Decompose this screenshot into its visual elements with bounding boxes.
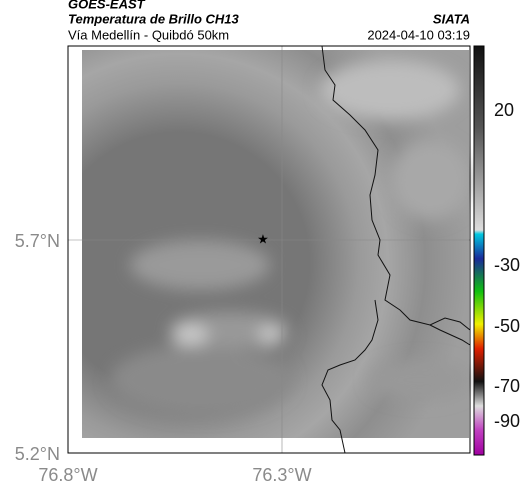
satellite-image — [82, 50, 470, 438]
region: Vía Medellín - Quibdó 50km — [68, 27, 229, 42]
border — [429, 324, 471, 346]
timestamp: 2024-04-10 03:19 — [367, 27, 470, 42]
lon-label: 76.8°W — [38, 465, 97, 485]
location-marker: ★ — [257, 231, 269, 246]
source: GOES-EAST — [68, 0, 146, 11]
border — [321, 45, 471, 331]
colorbar-tick-label: -70 — [494, 376, 520, 396]
colorbar-tick-label: 20 — [494, 100, 514, 120]
agency: SIATA — [433, 11, 470, 26]
lat-label: 5.2°N — [15, 444, 60, 464]
map-frame — [67, 45, 471, 454]
colorbar — [473, 45, 485, 456]
colorbar-tick-label: -30 — [494, 255, 520, 275]
colorbar-tick-label: -50 — [494, 316, 520, 336]
product: Temperatura de Brillo CH13 — [68, 11, 240, 26]
colorbar-tick-label: -90 — [494, 411, 520, 431]
lon-label: 76.3°W — [252, 465, 311, 485]
colorbar-ticks: 20 -30 -50 -70 -90 — [494, 100, 520, 431]
border — [321, 299, 379, 454]
lat-label: 5.7°N — [15, 231, 60, 251]
